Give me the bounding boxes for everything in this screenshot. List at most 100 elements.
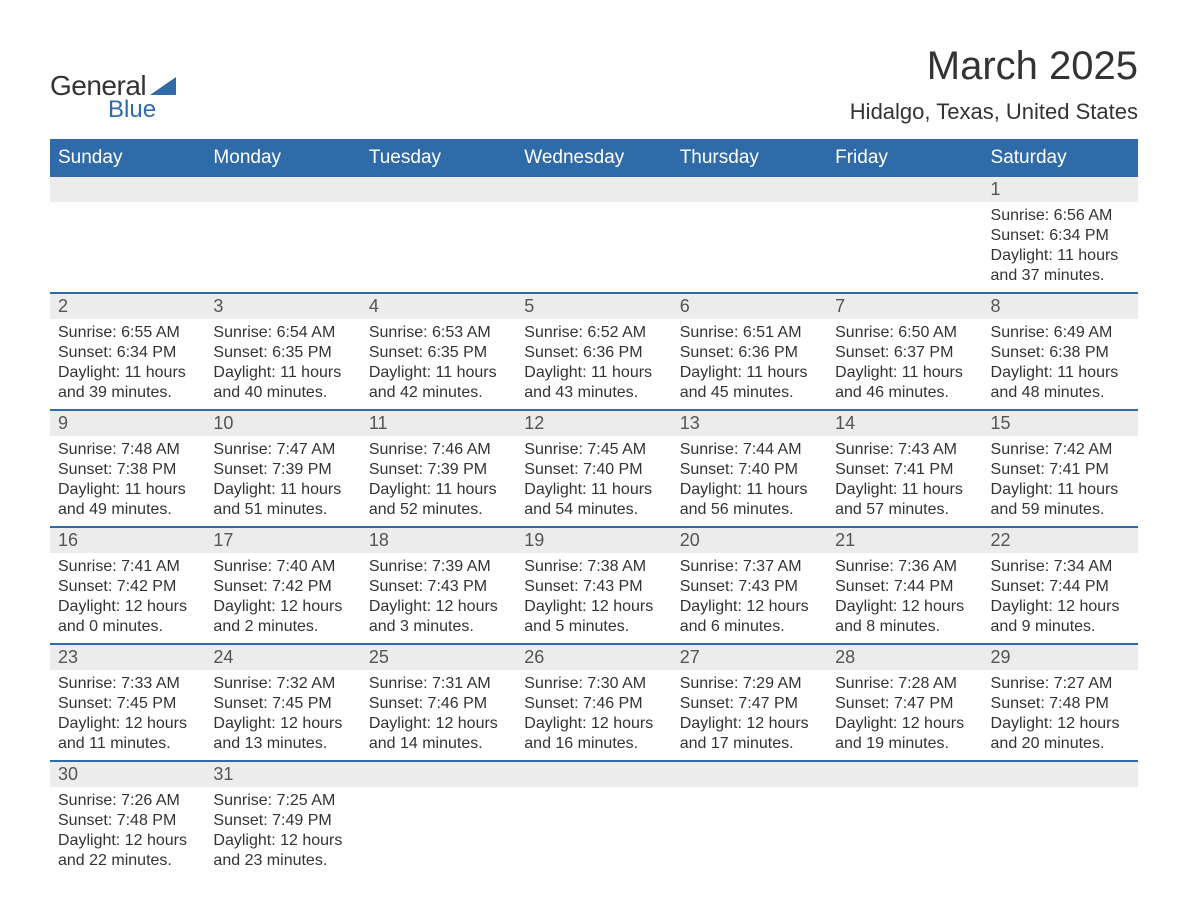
calendar-cell: 10Sunrise: 7:47 AMSunset: 7:39 PMDayligh… — [205, 410, 360, 527]
sunrise-line: Sunrise: 6:51 AM — [680, 323, 819, 343]
day-content: Sunrise: 7:38 AMSunset: 7:43 PMDaylight:… — [516, 553, 671, 643]
day-number — [205, 177, 360, 202]
day-number — [827, 177, 982, 202]
day-content — [672, 787, 827, 857]
day-content: Sunrise: 6:54 AMSunset: 6:35 PMDaylight:… — [205, 319, 360, 409]
calendar-cell: 4Sunrise: 6:53 AMSunset: 6:35 PMDaylight… — [361, 293, 516, 410]
day-number: 21 — [827, 528, 982, 553]
calendar-cell — [827, 761, 982, 877]
day-content — [827, 202, 982, 272]
daylight-line: Daylight: 11 hours and 56 minutes. — [680, 480, 819, 520]
sunset-line: Sunset: 7:48 PM — [58, 811, 197, 831]
day-number: 13 — [672, 411, 827, 436]
calendar-cell: 19Sunrise: 7:38 AMSunset: 7:43 PMDayligh… — [516, 527, 671, 644]
calendar-cell: 2Sunrise: 6:55 AMSunset: 6:34 PMDaylight… — [50, 293, 205, 410]
sunrise-line: Sunrise: 7:30 AM — [524, 674, 663, 694]
sunset-line: Sunset: 7:41 PM — [835, 460, 974, 480]
calendar-cell: 11Sunrise: 7:46 AMSunset: 7:39 PMDayligh… — [361, 410, 516, 527]
day-header: Monday — [205, 140, 360, 176]
day-content: Sunrise: 6:56 AMSunset: 6:34 PMDaylight:… — [983, 202, 1138, 292]
day-content: Sunrise: 7:28 AMSunset: 7:47 PMDaylight:… — [827, 670, 982, 760]
day-content — [983, 787, 1138, 857]
sunrise-line: Sunrise: 7:28 AM — [835, 674, 974, 694]
sunrise-line: Sunrise: 7:46 AM — [369, 440, 508, 460]
title-block: March 2025 Hidalgo, Texas, United States — [850, 44, 1138, 125]
daylight-line: Daylight: 12 hours and 0 minutes. — [58, 597, 197, 637]
day-content: Sunrise: 7:39 AMSunset: 7:43 PMDaylight:… — [361, 553, 516, 643]
day-number: 18 — [361, 528, 516, 553]
day-number — [827, 762, 982, 787]
day-content — [50, 202, 205, 272]
calendar-cell: 28Sunrise: 7:28 AMSunset: 7:47 PMDayligh… — [827, 644, 982, 761]
calendar-week-row: 2Sunrise: 6:55 AMSunset: 6:34 PMDaylight… — [50, 293, 1138, 410]
daylight-line: Daylight: 11 hours and 46 minutes. — [835, 363, 974, 403]
sunrise-line: Sunrise: 7:31 AM — [369, 674, 508, 694]
sunset-line: Sunset: 6:35 PM — [369, 343, 508, 363]
day-number: 27 — [672, 645, 827, 670]
day-content: Sunrise: 7:33 AMSunset: 7:45 PMDaylight:… — [50, 670, 205, 760]
calendar-cell: 5Sunrise: 6:52 AMSunset: 6:36 PMDaylight… — [516, 293, 671, 410]
sunset-line: Sunset: 7:44 PM — [835, 577, 974, 597]
day-number — [672, 177, 827, 202]
day-content: Sunrise: 7:45 AMSunset: 7:40 PMDaylight:… — [516, 436, 671, 526]
sunset-line: Sunset: 7:40 PM — [680, 460, 819, 480]
calendar-cell — [672, 761, 827, 877]
day-number — [516, 177, 671, 202]
sunrise-line: Sunrise: 7:37 AM — [680, 557, 819, 577]
calendar-week-row: 30Sunrise: 7:26 AMSunset: 7:48 PMDayligh… — [50, 761, 1138, 877]
daylight-line: Daylight: 11 hours and 42 minutes. — [369, 363, 508, 403]
day-content: Sunrise: 7:47 AMSunset: 7:39 PMDaylight:… — [205, 436, 360, 526]
day-number: 1 — [983, 177, 1138, 202]
daylight-line: Daylight: 12 hours and 22 minutes. — [58, 831, 197, 871]
calendar-week-row: 1Sunrise: 6:56 AMSunset: 6:34 PMDaylight… — [50, 176, 1138, 293]
day-number: 15 — [983, 411, 1138, 436]
day-number: 5 — [516, 294, 671, 319]
calendar-cell: 26Sunrise: 7:30 AMSunset: 7:46 PMDayligh… — [516, 644, 671, 761]
sunrise-line: Sunrise: 7:39 AM — [369, 557, 508, 577]
daylight-line: Daylight: 12 hours and 16 minutes. — [524, 714, 663, 754]
sunset-line: Sunset: 7:39 PM — [369, 460, 508, 480]
day-content: Sunrise: 7:43 AMSunset: 7:41 PMDaylight:… — [827, 436, 982, 526]
day-number: 30 — [50, 762, 205, 787]
sunset-line: Sunset: 7:47 PM — [835, 694, 974, 714]
day-number: 20 — [672, 528, 827, 553]
daylight-line: Daylight: 12 hours and 17 minutes. — [680, 714, 819, 754]
sunset-line: Sunset: 6:34 PM — [991, 226, 1130, 246]
daylight-line: Daylight: 12 hours and 19 minutes. — [835, 714, 974, 754]
daylight-line: Daylight: 11 hours and 43 minutes. — [524, 363, 663, 403]
daylight-line: Daylight: 12 hours and 20 minutes. — [991, 714, 1130, 754]
sunrise-line: Sunrise: 7:36 AM — [835, 557, 974, 577]
sunrise-line: Sunrise: 6:49 AM — [991, 323, 1130, 343]
day-number: 16 — [50, 528, 205, 553]
calendar-cell: 12Sunrise: 7:45 AMSunset: 7:40 PMDayligh… — [516, 410, 671, 527]
day-number: 11 — [361, 411, 516, 436]
daylight-line: Daylight: 12 hours and 14 minutes. — [369, 714, 508, 754]
day-content: Sunrise: 6:49 AMSunset: 6:38 PMDaylight:… — [983, 319, 1138, 409]
calendar-week-row: 23Sunrise: 7:33 AMSunset: 7:45 PMDayligh… — [50, 644, 1138, 761]
sunrise-line: Sunrise: 7:33 AM — [58, 674, 197, 694]
daylight-line: Daylight: 12 hours and 2 minutes. — [213, 597, 352, 637]
sunset-line: Sunset: 7:43 PM — [524, 577, 663, 597]
sunset-line: Sunset: 7:40 PM — [524, 460, 663, 480]
day-number: 28 — [827, 645, 982, 670]
day-header: Sunday — [50, 140, 205, 176]
calendar-cell: 29Sunrise: 7:27 AMSunset: 7:48 PMDayligh… — [983, 644, 1138, 761]
page-title: March 2025 — [850, 44, 1138, 89]
calendar-cell — [361, 176, 516, 293]
day-content: Sunrise: 7:29 AMSunset: 7:47 PMDaylight:… — [672, 670, 827, 760]
calendar-cell: 30Sunrise: 7:26 AMSunset: 7:48 PMDayligh… — [50, 761, 205, 877]
sunset-line: Sunset: 7:44 PM — [991, 577, 1130, 597]
day-header: Saturday — [983, 140, 1138, 176]
day-content: Sunrise: 7:30 AMSunset: 7:46 PMDaylight:… — [516, 670, 671, 760]
sunset-line: Sunset: 7:45 PM — [58, 694, 197, 714]
day-content — [361, 202, 516, 272]
day-content — [361, 787, 516, 857]
sunset-line: Sunset: 7:49 PM — [213, 811, 352, 831]
sunset-line: Sunset: 6:34 PM — [58, 343, 197, 363]
daylight-line: Daylight: 11 hours and 57 minutes. — [835, 480, 974, 520]
calendar-cell — [827, 176, 982, 293]
day-content: Sunrise: 6:52 AMSunset: 6:36 PMDaylight:… — [516, 319, 671, 409]
calendar-cell: 23Sunrise: 7:33 AMSunset: 7:45 PMDayligh… — [50, 644, 205, 761]
day-number: 22 — [983, 528, 1138, 553]
day-number — [672, 762, 827, 787]
